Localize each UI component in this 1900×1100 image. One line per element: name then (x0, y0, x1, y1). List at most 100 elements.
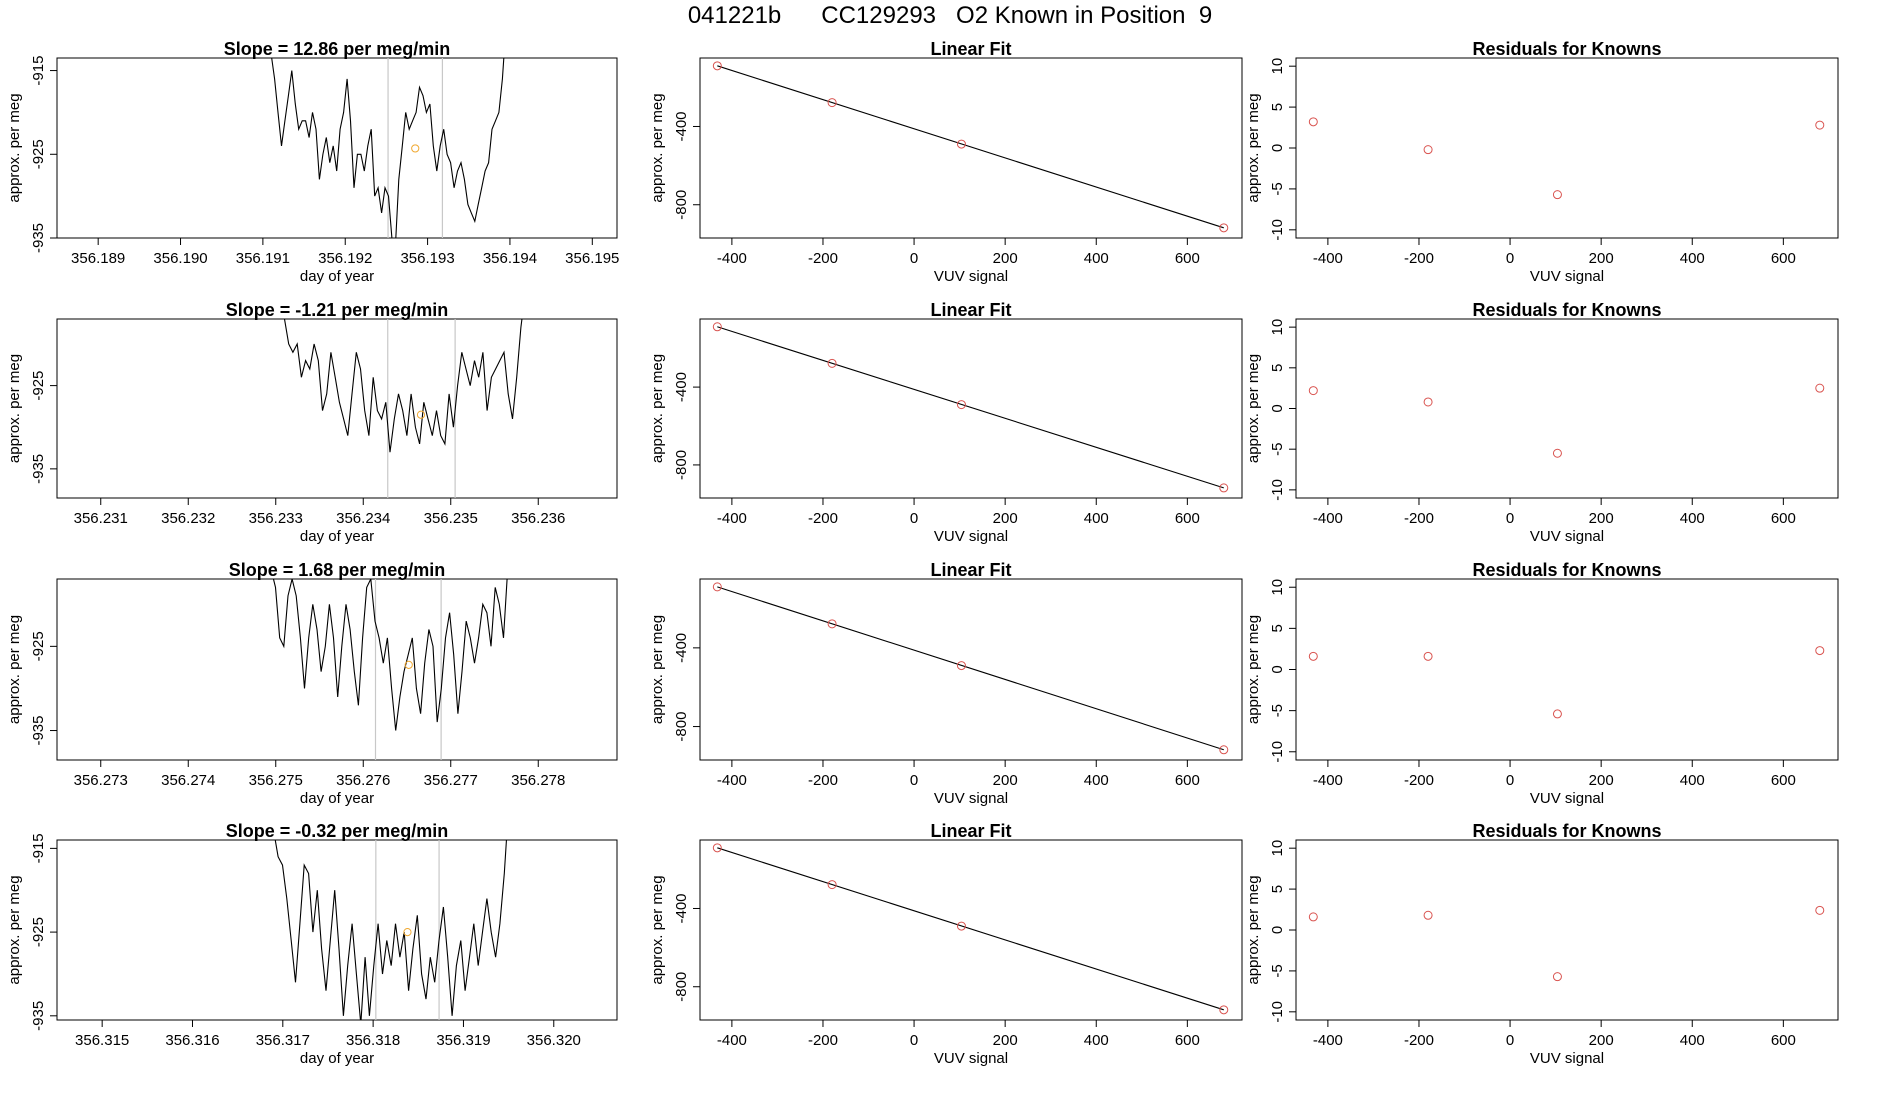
x-tick-label: 600 (1771, 772, 1796, 789)
y-tick-label: 0 (1269, 144, 1286, 152)
x-tick-label: -200 (808, 510, 838, 527)
data-point (1219, 223, 1229, 233)
y-tick-label: -925 (30, 371, 47, 401)
plot-frame (56, 318, 618, 499)
y-axis-label: approx. per meg (649, 93, 666, 202)
y-tick-label: -935 (30, 223, 47, 253)
panel-2: Slope = -1.21 per meg/min 356.231 356.232 3… (6, 300, 618, 545)
data-point (1423, 651, 1433, 661)
y-tick-label: 0 (1269, 665, 1286, 673)
data-point (956, 400, 966, 410)
x-tick-label: 356.319 (436, 1032, 490, 1049)
sample-point (411, 144, 420, 153)
x-tick-label: -400 (717, 772, 747, 789)
data-point (1219, 483, 1229, 493)
data-point (1815, 905, 1825, 915)
plot-frame (1295, 578, 1839, 761)
data-point (827, 619, 837, 629)
x-tick-label: 356.195 (565, 250, 619, 267)
x-tick-label: 0 (910, 1032, 918, 1049)
x-tick-label: 400 (1084, 772, 1109, 789)
x-axis-label: VUV signal (1530, 1050, 1604, 1067)
y-axis-label: approx. per meg (6, 93, 23, 202)
data-point (1219, 745, 1229, 755)
plot-area (712, 582, 1229, 755)
panel-title: Linear Fit (930, 821, 1011, 841)
y-tick-label: -10 (1269, 741, 1286, 763)
plot-frame (1295, 318, 1839, 499)
x-tick-label: 356.191 (236, 250, 290, 267)
x-tick-label: 356.193 (400, 250, 454, 267)
y-tick-label: -925 (30, 631, 47, 661)
sample-point (404, 660, 413, 669)
y-tick-label: 5 (1269, 364, 1286, 372)
data-point (1815, 383, 1825, 393)
x-tick-label: -400 (1313, 1032, 1343, 1049)
x-tick-label: 356.275 (249, 772, 303, 789)
x-tick-label: 400 (1680, 772, 1705, 789)
x-tick-label: -400 (1313, 772, 1343, 789)
data-point (1308, 651, 1318, 661)
data-point (712, 582, 722, 592)
data-point (1423, 910, 1433, 920)
x-tick-label: 356.277 (424, 772, 478, 789)
data-point (1423, 397, 1433, 407)
y-axis-label: approx. per meg (1245, 354, 1262, 463)
y-axis-label: approx. per meg (1245, 875, 1262, 984)
x-tick-label: 400 (1084, 1032, 1109, 1049)
x-tick-label: 400 (1680, 510, 1705, 527)
y-tick-label: -5 (1269, 964, 1286, 977)
y-tick-label: -925 (30, 917, 47, 947)
x-tick-label: 356.189 (71, 250, 125, 267)
x-tick-label: 200 (1589, 1032, 1614, 1049)
x-tick-label: -200 (1404, 250, 1434, 267)
data-line (274, 840, 508, 1020)
data-point (956, 661, 966, 671)
panel-title: Linear Fit (930, 560, 1011, 580)
y-tick-label: 5 (1269, 103, 1286, 111)
x-tick-label: 356.278 (511, 772, 565, 789)
fit-line (717, 586, 1224, 751)
plot-frame (1295, 57, 1839, 239)
data-point (1308, 386, 1318, 396)
x-axis-label: VUV signal (1530, 790, 1604, 807)
y-tick-label: -10 (1269, 219, 1286, 241)
y-tick-label: 0 (1269, 926, 1286, 934)
x-tick-label: 600 (1771, 250, 1796, 267)
y-tick-label: 5 (1269, 885, 1286, 893)
x-tick-label: -400 (717, 250, 747, 267)
y-tick-label: -10 (1269, 1001, 1286, 1023)
x-tick-label: 356.231 (74, 510, 128, 527)
figure-title: 041221b CC129293 O2 Known in Position 9 (687, 2, 1213, 29)
sample-point (416, 410, 426, 419)
x-tick-label: 400 (1084, 510, 1109, 527)
plot-area (274, 840, 508, 1020)
data-line (283, 319, 523, 453)
x-tick-label: -400 (1313, 250, 1343, 267)
y-tick-label: -10 (1269, 479, 1286, 501)
y-tick-label: -5 (1269, 704, 1286, 717)
x-tick-label: 356.235 (424, 510, 478, 527)
data-point (1815, 646, 1825, 656)
plot-area (712, 61, 1229, 233)
y-tick-label: -5 (1269, 443, 1286, 456)
x-tick-label: -400 (1313, 510, 1343, 527)
panel-6: Linear Fit -400 -200 0 200 400 600 -400 -800 VUV … (649, 300, 1243, 545)
x-tick-label: 356.194 (483, 250, 537, 267)
y-axis-label: approx. per meg (6, 875, 23, 984)
x-tick-label: 356.236 (511, 510, 565, 527)
x-axis-label: VUV signal (934, 268, 1008, 285)
y-tick-label: 10 (1269, 58, 1286, 75)
y-axis-label: approx. per meg (649, 875, 666, 984)
y-axis-label: approx. per meg (1245, 93, 1262, 202)
x-tick-label: 0 (1506, 510, 1514, 527)
data-point (1815, 120, 1825, 130)
data-point (1423, 145, 1433, 155)
panel-title: Slope = -1.21 per meg/min (226, 300, 449, 320)
x-axis-label: VUV signal (934, 528, 1008, 545)
x-tick-label: 400 (1680, 250, 1705, 267)
data-point (956, 139, 966, 149)
x-axis-label: VUV signal (1530, 268, 1604, 285)
